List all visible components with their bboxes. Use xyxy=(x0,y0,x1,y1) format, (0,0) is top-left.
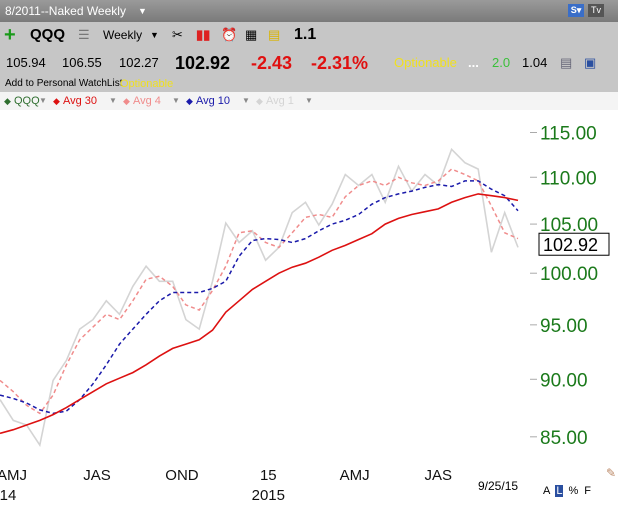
x-tick-label: 2015 xyxy=(252,487,285,504)
legend-marker: ◆ xyxy=(256,96,263,106)
watchlist-link[interactable]: Add to Personal WatchList xyxy=(5,78,123,89)
window-title[interactable]: 8/2011--Naked Weekly xyxy=(5,4,126,18)
dots: ... xyxy=(468,55,479,70)
grid-icon[interactable]: ▦ xyxy=(245,27,258,42)
y-tick-label: 115.00 xyxy=(540,124,597,145)
legend-entry[interactable]: QQQ xyxy=(14,95,40,107)
mode-button[interactable]: L xyxy=(555,485,564,497)
x-tick-label: AMJ xyxy=(0,467,27,484)
legend-entry[interactable]: Avg 1 xyxy=(266,95,294,107)
quote-bar: 105.94 106.55 102.27 102.92 -2.43 -2.31%… xyxy=(0,48,618,78)
alarm-icon[interactable]: ⏰ xyxy=(221,27,238,42)
y-tick-label: 105.00 xyxy=(540,215,598,236)
add-button[interactable]: + xyxy=(4,24,16,46)
change: -2.43 xyxy=(251,53,293,73)
legend-entry[interactable]: Avg 4 xyxy=(133,95,161,107)
tv-button[interactable]: Tv xyxy=(588,4,604,17)
mode-button[interactable]: A xyxy=(543,485,551,497)
legend-arrow: ▼ xyxy=(305,96,313,105)
optionable-small: Optionable xyxy=(120,78,174,90)
draw-icon[interactable]: ✎ xyxy=(606,466,617,480)
save-icon[interactable]: ▣ xyxy=(584,55,597,70)
x-tick-label: 14 xyxy=(0,487,16,504)
legend-marker: ◆ xyxy=(53,96,60,106)
watchlist-bar: Add to Personal WatchList Optionable xyxy=(0,78,618,92)
legend-arrow: ▼ xyxy=(172,96,180,105)
y-tick-label: 100.00 xyxy=(540,264,598,285)
legend-marker: ◆ xyxy=(123,96,130,106)
list-icon[interactable]: ☰ xyxy=(78,27,90,42)
y-tick-label: 110.00 xyxy=(540,168,597,189)
series-line xyxy=(0,180,519,415)
legend-entry[interactable]: Avg 10 xyxy=(196,95,231,107)
x-tick-label: JAS xyxy=(425,467,453,484)
zoom: 1.1 xyxy=(294,26,317,43)
series-line xyxy=(0,193,519,435)
mode-button[interactable]: F xyxy=(584,485,591,497)
legend: QQQ ◆ ▼ Avg 30 ◆ ▼ Avg 4 ◆ ▼ Avg 10 ◆ ▼ Avg 1 ◆ ▼ xyxy=(0,92,618,110)
y-tick-label: 90.00 xyxy=(540,370,588,391)
x-tick-label: 15 xyxy=(260,467,277,484)
toolbar: + QQQ ☰ Weekly ▼ ✂ ▮▮ ⏰ ▦ ▤ 1.1 xyxy=(0,22,618,48)
ratio: 1.04 xyxy=(522,55,548,70)
period-arrow[interactable]: ▼ xyxy=(150,30,159,40)
legend-marker: ◆ xyxy=(186,96,193,106)
dropdown-arrow[interactable]: ▼ xyxy=(138,6,147,16)
legend-arrow: ▼ xyxy=(109,96,117,105)
x-tick-label: AMJ xyxy=(340,467,370,484)
chart-icon[interactable]: ▮▮ xyxy=(196,27,211,42)
mode-button[interactable]: % xyxy=(568,485,579,497)
tools-icon[interactable]: ✂ xyxy=(172,27,183,42)
legend-arrow: ▼ xyxy=(242,96,250,105)
date: 9/25/15 xyxy=(478,479,519,493)
symbol[interactable]: QQQ xyxy=(30,26,66,43)
last: 102.92 xyxy=(175,53,231,73)
open: 105.94 xyxy=(6,55,46,70)
x-tick-label: OND xyxy=(165,467,199,484)
legend-entry[interactable]: Avg 30 xyxy=(63,95,98,107)
low: 102.27 xyxy=(119,55,159,70)
stack-icon[interactable]: ▤ xyxy=(560,55,573,70)
change-pct: -2.31% xyxy=(311,53,369,73)
last-value-box xyxy=(538,232,610,256)
optionable: Optionable xyxy=(394,55,457,70)
series-line xyxy=(0,147,519,448)
chart: 85.00 90.00 95.00 100.00 105.00 110.00 115.00 A… xyxy=(0,124,610,504)
legend-marker: ◆ xyxy=(4,96,11,106)
rating: 2.0 xyxy=(492,55,511,70)
x-tick-label: JAS xyxy=(83,467,111,484)
legend-arrow: ▼ xyxy=(39,96,47,105)
y-tick-label: 95.00 xyxy=(540,316,588,337)
period[interactable]: Weekly xyxy=(103,28,143,42)
high: 106.55 xyxy=(62,55,102,70)
y-tick-label: 85.00 xyxy=(540,428,588,449)
series-line xyxy=(0,168,519,415)
note-icon[interactable]: ▤ xyxy=(268,27,281,42)
s-button[interactable]: S▾ xyxy=(568,4,584,17)
last-value-label: 102.92 xyxy=(543,235,598,255)
title-bar: 8/2011--Naked Weekly ▼ S▾ Tv xyxy=(0,0,618,22)
modes: A L% F xyxy=(542,485,596,497)
